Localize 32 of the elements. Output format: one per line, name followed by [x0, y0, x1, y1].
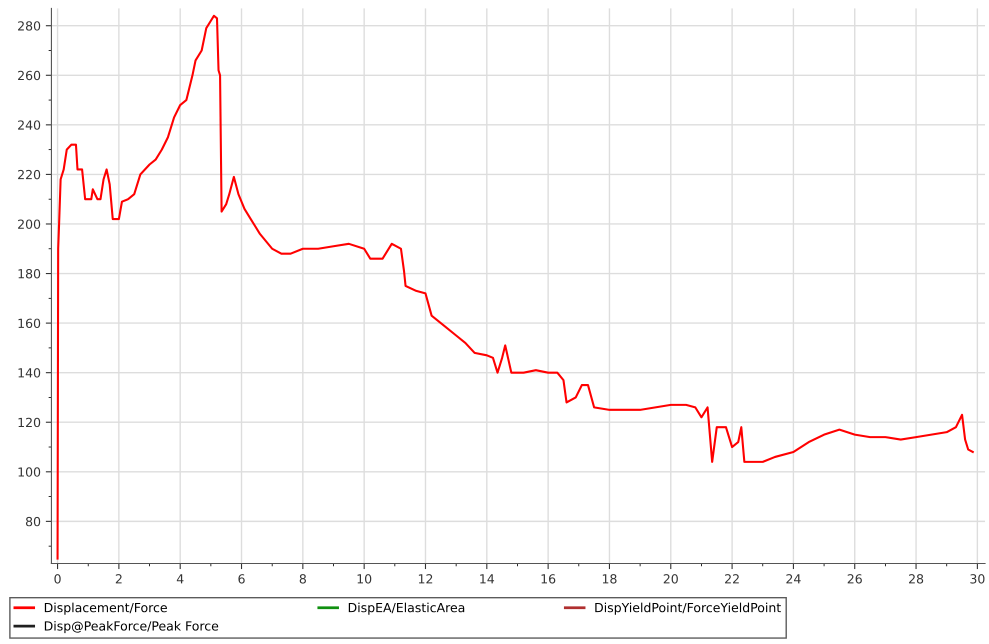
- y-tick-label: 280: [18, 21, 40, 31]
- x-tick-label: 26: [848, 574, 862, 584]
- y-tick-label: 260: [18, 70, 40, 80]
- x-tick-label: 14: [480, 574, 494, 584]
- x-tick-label: 16: [542, 574, 556, 584]
- legend-label: DispEA/ElasticArea: [348, 602, 464, 615]
- line-series: [56, 14, 974, 560]
- y-tick-label: 160: [18, 318, 40, 328]
- y-tick-label: 220: [18, 170, 40, 180]
- x-tick-label: 28: [909, 574, 924, 584]
- y-tick-label: 140: [18, 368, 40, 378]
- legend-label: DispYieldPoint/ForceYieldPoint: [595, 602, 781, 615]
- x-tick-label: 2: [116, 574, 122, 584]
- x-tick-label: 10: [358, 574, 372, 584]
- y-tick-label: 200: [18, 219, 40, 229]
- x-tick-label: 6: [238, 574, 245, 584]
- x-tick-label: 24: [786, 574, 801, 584]
- x-tick-label: 0: [54, 574, 61, 584]
- x-tick-label: 18: [602, 574, 617, 584]
- x-tick-label: 20: [664, 574, 678, 584]
- legend-label: Disp@PeakForce/Peak Force: [44, 620, 218, 634]
- legend-label: Displacement/Force: [44, 602, 167, 615]
- y-tick-label: 120: [18, 418, 40, 428]
- x-tick-label: 30: [970, 574, 984, 584]
- y-tick-label: 180: [18, 269, 40, 278]
- y-tick-label: 240: [18, 120, 40, 130]
- y-tick-label: 100: [18, 467, 40, 477]
- y-tick-label: 80: [26, 516, 40, 526]
- x-tick-label: 8: [300, 574, 306, 584]
- x-tick-label: 22: [725, 574, 739, 584]
- x-tick-label: 4: [176, 574, 184, 584]
- x-tick-label: 12: [418, 574, 432, 584]
